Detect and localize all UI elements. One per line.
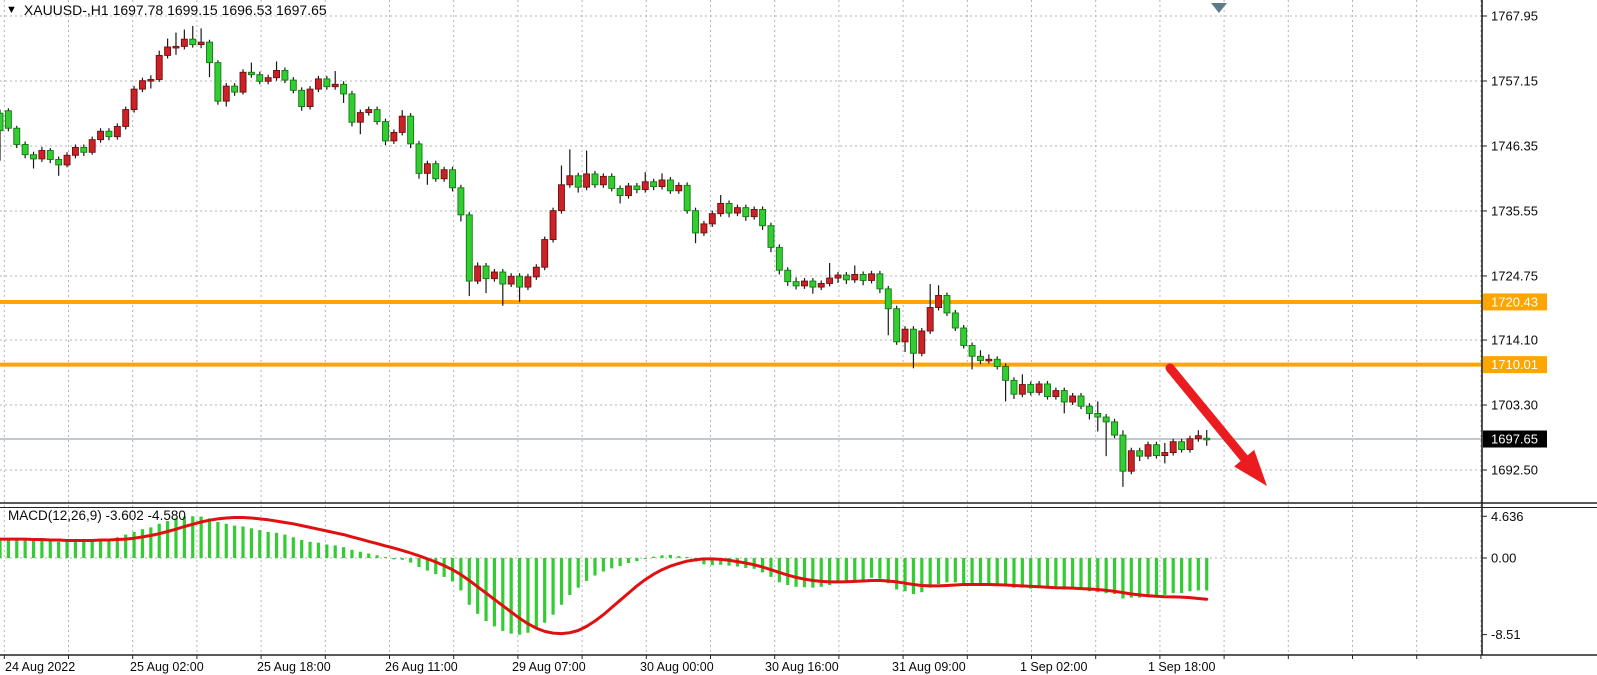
svg-text:1697.65: 1697.65 — [1491, 432, 1538, 447]
svg-text:1720.43: 1720.43 — [1491, 294, 1538, 309]
price-tag: 1697.65 — [1483, 430, 1547, 448]
price-axis[interactable]: 1767.95 1757.15 1746.35 1735.55 1724.75 1714.… — [1482, 9, 1547, 643]
svg-text:1746.35: 1746.35 — [1491, 138, 1538, 153]
svg-text:1703.30: 1703.30 — [1491, 398, 1538, 413]
time-label: 25 Aug 02:00 — [130, 660, 204, 674]
time-label: 26 Aug 11:00 — [385, 660, 458, 674]
chart-title-bar: ▼ XAUUSD-,H1 1697.78 1699.15 1696.53 169… — [6, 2, 327, 18]
macd-signal-line — [0, 516, 1209, 636]
time-label: 30 Aug 00:00 — [640, 660, 714, 674]
price-tag: 1720.43 — [1483, 293, 1547, 311]
symbol-ohlc-text: XAUUSD-,H1 1697.78 1699.15 1696.53 1697.… — [23, 2, 327, 18]
time-label: 31 Aug 09:00 — [892, 660, 966, 674]
candles — [0, 25, 1211, 487]
svg-text:1714.10: 1714.10 — [1491, 333, 1538, 348]
time-label: 24 Aug 2022 — [5, 660, 75, 674]
svg-text:1767.95: 1767.95 — [1491, 9, 1538, 24]
bar-position-marker-icon — [1211, 3, 1227, 13]
svg-text:-8.51: -8.51 — [1491, 627, 1521, 642]
horizontal-levels — [0, 299, 1482, 440]
time-label: 1 Sep 18:00 — [1148, 660, 1215, 674]
time-label: 30 Aug 16:00 — [765, 660, 839, 674]
svg-text:1724.75: 1724.75 — [1491, 268, 1538, 283]
time-label: 1 Sep 02:00 — [1020, 660, 1087, 674]
symbol-dropdown-icon[interactable]: ▼ — [6, 3, 17, 16]
grid — [0, 0, 1482, 655]
macd-histogram — [0, 516, 1209, 635]
time-axis[interactable]: 24 Aug 2022 25 Aug 02:00 25 Aug 18:00 26 Au… — [3, 655, 1482, 674]
price-tag: 1710.01 — [1483, 356, 1547, 374]
svg-text:1710.01: 1710.01 — [1491, 357, 1538, 372]
pane-borders — [0, 0, 1597, 656]
time-label: 29 Aug 07:00 — [512, 660, 586, 674]
svg-text:4.636: 4.636 — [1491, 509, 1524, 524]
svg-text:1692.50: 1692.50 — [1491, 463, 1538, 478]
macd-indicator-label: MACD(12,26,9) -3.602 -4.580 — [8, 508, 186, 523]
svg-text:1735.55: 1735.55 — [1491, 203, 1538, 218]
down-arrow-annotation[interactable] — [1165, 363, 1267, 486]
svg-text:0.00: 0.00 — [1491, 551, 1516, 566]
time-label: 25 Aug 18:00 — [257, 660, 331, 674]
svg-text:1757.15: 1757.15 — [1491, 73, 1538, 88]
